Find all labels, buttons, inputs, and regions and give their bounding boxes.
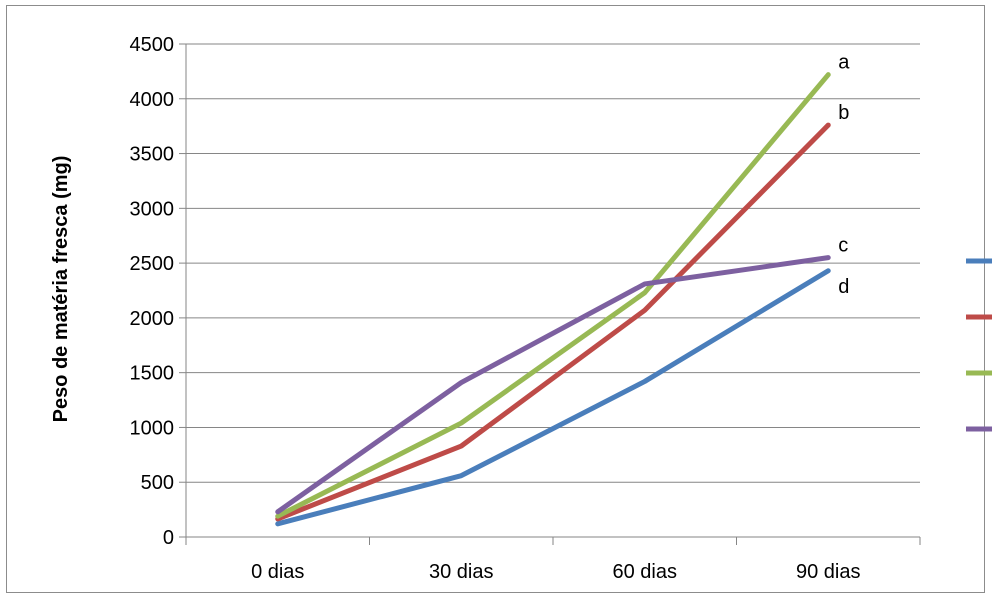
y-tick-label: 2500 <box>130 253 175 275</box>
series-end-label: d <box>838 276 849 298</box>
y-tick-label: 4000 <box>130 89 175 111</box>
end-annotations: d b a c <box>838 52 850 298</box>
y-tick-label: 1000 <box>130 417 175 439</box>
y-tick-label: 0 <box>163 527 174 549</box>
y-tick-label: 3000 <box>130 198 175 220</box>
y-tick-label: 2000 <box>130 308 175 330</box>
gridlines <box>186 43 920 483</box>
series-end-label: c <box>838 235 848 257</box>
series-line-3 <box>275 72 831 519</box>
x-tick-label: 60 dias <box>613 561 678 583</box>
series-line-4 <box>275 255 831 515</box>
series-lines <box>275 72 831 527</box>
series-line-1 <box>275 268 831 527</box>
y-tick-label: 1500 <box>130 363 175 385</box>
chart-frame <box>6 5 985 593</box>
y-tick-label: 4500 <box>130 34 175 56</box>
x-tick-label: 90 dias <box>796 561 861 583</box>
x-tick-label: 0 dias <box>251 561 304 583</box>
legend <box>966 258 992 432</box>
series-end-label: a <box>838 52 850 74</box>
y-axis-title: Peso de matéria fresca (mg) <box>50 156 72 423</box>
series-end-label: b <box>838 102 849 124</box>
x-tick-labels: 0 dias 30 dias 60 dias 90 dias <box>251 561 860 583</box>
y-tick-label: 3500 <box>130 144 175 166</box>
axes <box>179 43 921 545</box>
x-tick-label: 30 dias <box>429 561 494 583</box>
series-line-2 <box>275 122 831 522</box>
y-tick-label: 500 <box>141 472 174 494</box>
y-tick-labels: 0 500 1000 1500 2000 2500 3000 3500 4000 4500 <box>130 34 175 549</box>
